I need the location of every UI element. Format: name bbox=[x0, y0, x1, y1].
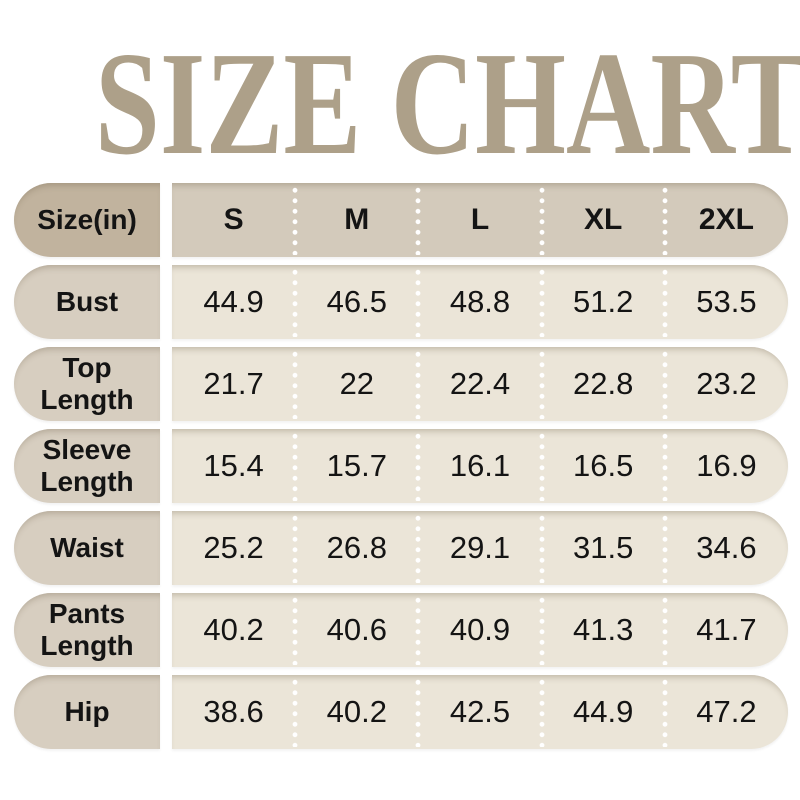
value-cell: 53.5 bbox=[696, 284, 757, 319]
value-cell: 16.1 bbox=[449, 448, 511, 483]
column-header-xl: XL bbox=[584, 203, 623, 236]
value-cell: 51.2 bbox=[573, 284, 634, 319]
dotted-separator bbox=[415, 431, 421, 501]
dotted-separator bbox=[292, 677, 298, 747]
value-cell: 41.3 bbox=[573, 612, 634, 647]
value-cell: 34.6 bbox=[696, 530, 757, 565]
value-cell: 46.5 bbox=[326, 284, 387, 319]
header-strip: S M L XL 2XL bbox=[172, 183, 788, 257]
value-cell: 31.5 bbox=[573, 530, 634, 565]
dotted-separator bbox=[292, 267, 298, 337]
value-cell: 15.7 bbox=[326, 448, 387, 483]
row-strip: 44.9 46.5 48.8 51.2 53.5 bbox=[172, 265, 788, 339]
dotted-separator bbox=[662, 349, 668, 419]
column-header-l: L bbox=[470, 203, 490, 236]
row-strip: 15.4 15.7 16.1 16.5 16.9 bbox=[172, 429, 788, 503]
value-cell: 40.6 bbox=[326, 612, 387, 647]
dotted-separator bbox=[539, 595, 545, 665]
table-row-top-length: Top Length 21.7 22 22.4 22.8 23.2 bbox=[14, 347, 788, 421]
value-cell: 15.4 bbox=[203, 448, 264, 483]
column-header-2xl: 2XL bbox=[698, 203, 754, 236]
dotted-separator bbox=[662, 185, 668, 255]
value-cell: 23.2 bbox=[696, 366, 757, 401]
dotted-separator bbox=[662, 677, 668, 747]
value-cell: 22.8 bbox=[573, 366, 634, 401]
row-strip: 38.6 40.2 42.5 44.9 47.2 bbox=[172, 675, 788, 749]
value-cell: 29.1 bbox=[449, 530, 511, 565]
dotted-separator bbox=[539, 349, 545, 419]
value-cell: 40.2 bbox=[326, 694, 387, 729]
value-cell: 48.8 bbox=[449, 284, 511, 319]
value-cell: 40.9 bbox=[449, 612, 511, 647]
value-cell: 16.5 bbox=[573, 448, 634, 483]
dotted-separator bbox=[292, 431, 298, 501]
dotted-separator bbox=[292, 513, 298, 583]
dotted-separator bbox=[415, 677, 421, 747]
dotted-separator bbox=[662, 431, 668, 501]
dotted-separator bbox=[292, 185, 298, 255]
dotted-separator bbox=[415, 349, 421, 419]
dotted-separator bbox=[292, 349, 298, 419]
dotted-separator bbox=[415, 267, 421, 337]
dotted-separator bbox=[539, 185, 545, 255]
size-table: Size(in) S M L XL 2XL Bust 44.9 46.5 48.… bbox=[14, 183, 788, 757]
value-cell: 40.2 bbox=[203, 612, 264, 647]
row-strip: 25.2 26.8 29.1 31.5 34.6 bbox=[172, 511, 788, 585]
value-cell: 16.9 bbox=[696, 448, 757, 483]
dotted-separator bbox=[539, 267, 545, 337]
value-cell: 41.7 bbox=[696, 612, 757, 647]
dotted-separator bbox=[415, 513, 421, 583]
row-label: Top Length bbox=[14, 347, 160, 421]
dotted-separator bbox=[662, 513, 668, 583]
value-cell: 47.2 bbox=[696, 694, 757, 729]
row-label: Waist bbox=[14, 511, 160, 585]
row-strip: 21.7 22 22.4 22.8 23.2 bbox=[172, 347, 788, 421]
column-header-s: S bbox=[223, 203, 244, 236]
value-cell: 44.9 bbox=[573, 694, 634, 729]
value-cell: 22.4 bbox=[449, 366, 511, 401]
page-title: SIZE CHART bbox=[94, 22, 800, 186]
row-label: Pants Length bbox=[14, 593, 160, 667]
header-unit-cell: Size(in) bbox=[14, 183, 160, 257]
value-cell: 42.5 bbox=[449, 694, 511, 729]
table-row-pants-length: Pants Length 40.2 40.6 40.9 41.3 41.7 bbox=[14, 593, 788, 667]
dotted-separator bbox=[539, 431, 545, 501]
table-row-sleeve-length: Sleeve Length 15.4 15.7 16.1 16.5 16.9 bbox=[14, 429, 788, 503]
dotted-separator bbox=[539, 513, 545, 583]
value-cell: 22 bbox=[339, 366, 375, 401]
table-row-bust: Bust 44.9 46.5 48.8 51.2 53.5 bbox=[14, 265, 788, 339]
column-header-m: M bbox=[344, 203, 370, 236]
row-strip: 40.2 40.6 40.9 41.3 41.7 bbox=[172, 593, 788, 667]
dotted-separator bbox=[292, 595, 298, 665]
value-cell: 38.6 bbox=[203, 694, 264, 729]
value-cell: 21.7 bbox=[203, 366, 264, 401]
dotted-separator bbox=[662, 595, 668, 665]
row-label: Hip bbox=[14, 675, 160, 749]
dotted-separator bbox=[415, 595, 421, 665]
dotted-separator bbox=[539, 677, 545, 747]
table-row-waist: Waist 25.2 26.8 29.1 31.5 34.6 bbox=[14, 511, 788, 585]
value-cell: 26.8 bbox=[326, 530, 387, 565]
value-cell: 25.2 bbox=[203, 530, 264, 565]
row-label: Sleeve Length bbox=[14, 429, 160, 503]
table-header-row: Size(in) S M L XL 2XL bbox=[14, 183, 788, 257]
value-cell: 44.9 bbox=[203, 284, 264, 319]
row-label: Bust bbox=[14, 265, 160, 339]
table-row-hip: Hip 38.6 40.2 42.5 44.9 47.2 bbox=[14, 675, 788, 749]
page-title-wrap: SIZE CHART bbox=[0, 30, 800, 178]
dotted-separator bbox=[415, 185, 421, 255]
dotted-separator bbox=[662, 267, 668, 337]
